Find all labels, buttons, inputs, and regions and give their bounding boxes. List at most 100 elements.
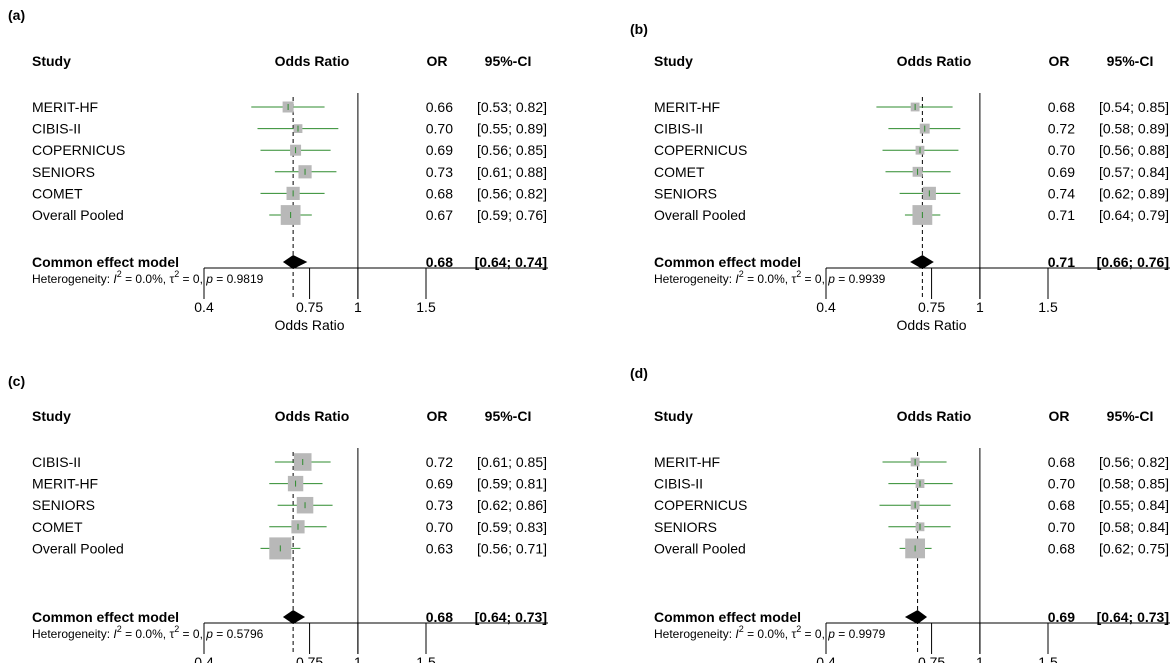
common-ci-value: [0.64; 0.74]: [475, 254, 547, 270]
study-name: MERIT-HF: [32, 99, 98, 115]
ci-value: [0.54; 0.85]: [1099, 99, 1169, 115]
header-plot: Odds Ratio: [275, 53, 350, 69]
common-or-value: 0.68: [426, 609, 453, 625]
or-value: 0.70: [426, 121, 453, 137]
ci-value: [0.62; 0.75]: [1099, 540, 1169, 556]
study-name: COPERNICUS: [654, 142, 747, 158]
forest-panel-1: (b) Study Odds Ratio OR 95%-CI MERIT-HF 0.68 [0…: [630, 21, 1170, 333]
or-value: 0.68: [1048, 99, 1075, 115]
study-row: SENIORS 0.73 [0.61; 0.88]: [32, 164, 547, 180]
study-row: Overall Pooled 0.68 [0.62; 0.75]: [654, 538, 1169, 559]
heterogeneity-text: Heterogeneity: I2 = 0.0%, τ2 = 0, p = 0.…: [32, 624, 264, 641]
ci-value: [0.57; 0.84]: [1099, 164, 1169, 180]
common-effect-diamond: [282, 610, 306, 624]
header-study: Study: [654, 53, 693, 69]
common-ci-value: [0.66; 0.76]: [1097, 254, 1169, 270]
common-effect-label: Common effect model: [32, 254, 179, 270]
study-row: COPERNICUS 0.68 [0.55; 0.84]: [654, 497, 1169, 513]
ci-value: [0.62; 0.89]: [1099, 185, 1169, 201]
header-study: Study: [32, 53, 71, 69]
or-value: 0.69: [426, 476, 453, 492]
x-tick-label: 1: [354, 654, 362, 663]
common-effect-label: Common effect model: [654, 609, 801, 625]
study-name: Overall Pooled: [654, 540, 746, 556]
heterogeneity-text: Heterogeneity: I2 = 0.0%, τ2 = 0, p = 0.…: [654, 269, 886, 286]
x-tick-label: 0.75: [918, 654, 945, 663]
study-row: MERIT-HF 0.68 [0.54; 0.85]: [654, 99, 1169, 115]
study-name: Overall Pooled: [32, 540, 124, 556]
panel-label: (c): [8, 373, 25, 389]
header-or: OR: [1049, 408, 1070, 424]
ci-value: [0.56; 0.85]: [477, 142, 547, 158]
study-row: CIBIS-II 0.72 [0.61; 0.85]: [32, 453, 547, 471]
forest-panel-3: (d) Study Odds Ratio OR 95%-CI MERIT-HF 0.68 [0…: [630, 365, 1170, 668]
common-or-value: 0.71: [1048, 254, 1075, 270]
panel-label: (b): [630, 21, 648, 37]
study-name: MERIT-HF: [654, 99, 720, 115]
common-effect-diamond: [282, 255, 308, 269]
study-row: COMET 0.68 [0.56; 0.82]: [32, 185, 547, 201]
ci-value: [0.58; 0.84]: [1099, 519, 1169, 535]
study-name: COPERNICUS: [654, 497, 747, 513]
study-row: COMET 0.69 [0.57; 0.84]: [654, 164, 1169, 180]
x-tick-label: 1: [976, 299, 984, 315]
panel-label: (d): [630, 365, 648, 381]
study-row: COPERNICUS 0.70 [0.56; 0.88]: [654, 142, 1169, 158]
or-value: 0.70: [1048, 476, 1075, 492]
study-row: Overall Pooled 0.71 [0.64; 0.79]: [654, 205, 1169, 225]
study-name: CIBIS-II: [32, 121, 81, 137]
or-value: 0.72: [426, 454, 453, 470]
ci-value: [0.64; 0.79]: [1099, 207, 1169, 223]
or-value: 0.68: [1048, 540, 1075, 556]
common-ci-value: [0.64; 0.73]: [475, 609, 547, 625]
study-name: SENIORS: [654, 185, 717, 201]
study-row: MERIT-HF 0.68 [0.56; 0.82]: [654, 454, 1169, 470]
x-tick-label: 0.4: [816, 654, 836, 663]
study-name: SENIORS: [32, 164, 95, 180]
study-row: CIBIS-II 0.72 [0.58; 0.89]: [654, 121, 1169, 137]
x-tick-label: 0.75: [918, 299, 945, 315]
header-study: Study: [32, 408, 71, 424]
or-value: 0.63: [426, 540, 453, 556]
or-value: 0.69: [1048, 164, 1075, 180]
or-value: 0.67: [426, 207, 453, 223]
study-name: COMET: [654, 164, 705, 180]
or-value: 0.69: [426, 142, 453, 158]
ci-value: [0.56; 0.82]: [1099, 454, 1169, 470]
study-row: SENIORS 0.74 [0.62; 0.89]: [654, 185, 1169, 201]
study-row: MERIT-HF 0.66 [0.53; 0.82]: [32, 99, 547, 115]
ci-value: [0.62; 0.86]: [477, 497, 547, 513]
x-tick-label: 0.75: [296, 654, 323, 663]
ci-value: [0.59; 0.81]: [477, 476, 547, 492]
x-tick-label: 1: [354, 299, 362, 315]
header-ci: 95%-CI: [485, 408, 532, 424]
header-or: OR: [1049, 53, 1070, 69]
study-name: COPERNICUS: [32, 142, 125, 158]
common-effect-diamond: [910, 255, 934, 269]
panel-label: (a): [8, 7, 25, 23]
or-value: 0.73: [426, 497, 453, 513]
study-name: CIBIS-II: [32, 454, 81, 470]
x-tick-label: 0.4: [816, 299, 836, 315]
header-study: Study: [654, 408, 693, 424]
ci-value: [0.56; 0.71]: [477, 540, 547, 556]
header-ci: 95%-CI: [1107, 53, 1154, 69]
or-value: 0.70: [1048, 519, 1075, 535]
or-value: 0.71: [1048, 207, 1075, 223]
x-axis-label: Odds Ratio: [275, 317, 345, 333]
forest-panel-2: (c) Study Odds Ratio OR 95%-CI CIBIS-II 0.72 [0…: [8, 373, 548, 668]
ci-value: [0.58; 0.85]: [1099, 476, 1169, 492]
common-or-value: 0.68: [426, 254, 453, 270]
ci-value: [0.58; 0.89]: [1099, 121, 1169, 137]
or-value: 0.66: [426, 99, 453, 115]
study-row: CIBIS-II 0.70 [0.55; 0.89]: [32, 121, 547, 137]
ci-value: [0.55; 0.84]: [1099, 497, 1169, 513]
header-plot: Odds Ratio: [275, 408, 350, 424]
study-name: COMET: [32, 519, 83, 535]
study-row: CIBIS-II 0.70 [0.58; 0.85]: [654, 476, 1169, 492]
or-value: 0.70: [1048, 142, 1075, 158]
ci-value: [0.56; 0.88]: [1099, 142, 1169, 158]
x-tick-label: 1: [976, 654, 984, 663]
study-name: Overall Pooled: [32, 207, 124, 223]
study-name: CIBIS-II: [654, 121, 703, 137]
